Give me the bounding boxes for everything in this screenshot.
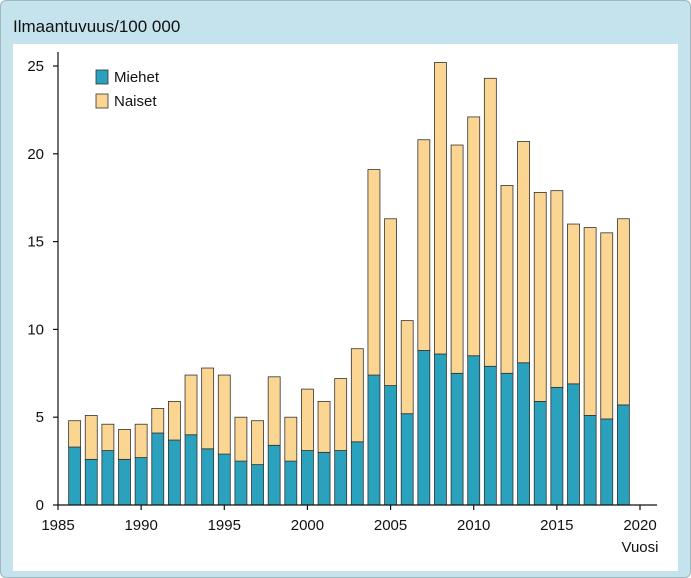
bar-naiset-1987 — [84, 415, 98, 460]
bar-naiset-2013 — [517, 141, 530, 364]
x-axis-title: Vuosi — [622, 539, 659, 556]
x-tick-label-2005: 2005 — [374, 517, 407, 534]
bar-miehet-2019 — [616, 404, 630, 506]
legend-swatch-naiset — [95, 93, 109, 109]
bar-miehet-1993 — [184, 434, 198, 506]
bars-layer — [68, 62, 630, 506]
y-tick-label-5: 5 — [36, 409, 44, 426]
bar-naiset-2012 — [500, 185, 514, 374]
bar-miehet-2016 — [567, 383, 580, 506]
bar-miehet-2014 — [533, 400, 547, 506]
bar-miehet-2011 — [483, 365, 497, 506]
bar-miehet-2005 — [384, 385, 397, 506]
bar-miehet-1997 — [251, 464, 264, 506]
bar-miehet-2008 — [434, 353, 447, 506]
bar-miehet-2018 — [600, 418, 614, 506]
x-tick-label-1990: 1990 — [124, 517, 157, 534]
bar-naiset-1999 — [284, 416, 298, 462]
x-tick-label-1985: 1985 — [41, 517, 74, 534]
bar-miehet-1986 — [68, 446, 82, 506]
bar-miehet-2001 — [317, 451, 331, 506]
y-tick-label-25: 25 — [27, 58, 44, 75]
legend-label-miehet: Miehet — [114, 69, 160, 86]
bar-naiset-2001 — [317, 400, 331, 453]
legend-label-naiset: Naiset — [114, 93, 157, 110]
y-axis-title: Ilmaantuvuus/100 000 — [13, 17, 181, 36]
bar-miehet-1990 — [134, 457, 148, 506]
bar-miehet-1995 — [217, 453, 231, 506]
bar-miehet-1989 — [118, 458, 131, 506]
bar-naiset-2019 — [616, 218, 630, 406]
bar-miehet-1994 — [201, 448, 215, 506]
legend: Miehet Naiset — [95, 69, 160, 110]
bar-naiset-2011 — [483, 77, 497, 367]
bar-miehet-2004 — [367, 374, 381, 506]
bar-naiset-2010 — [467, 116, 481, 357]
bar-miehet-2013 — [517, 362, 530, 506]
y-tick-label-0: 0 — [36, 497, 44, 514]
bar-naiset-1992 — [167, 400, 181, 441]
bar-naiset-2015 — [550, 190, 564, 388]
bar-miehet-2012 — [500, 372, 514, 506]
bar-naiset-1997 — [251, 420, 264, 466]
bar-miehet-1992 — [167, 439, 181, 506]
bar-miehet-2006 — [400, 413, 414, 506]
bar-miehet-2015 — [550, 386, 564, 506]
bar-naiset-2003 — [350, 348, 364, 443]
bar-naiset-2004 — [367, 169, 381, 376]
axes-layer: 0 5 10 15 20 25 1985 1990 1995 2000 2005 2010 2015 20… — [27, 52, 657, 534]
y-tick-label-20: 20 — [27, 146, 44, 163]
bar-naiset-1994 — [201, 367, 215, 450]
x-tick-label-2020: 2020 — [623, 517, 656, 534]
bar-miehet-1991 — [151, 432, 165, 506]
bar-miehet-2003 — [350, 441, 364, 506]
bar-miehet-1999 — [284, 460, 298, 506]
bar-naiset-2005 — [384, 218, 397, 386]
bar-miehet-2010 — [467, 355, 481, 506]
bar-naiset-1988 — [101, 423, 115, 451]
bar-naiset-2006 — [400, 320, 414, 415]
bar-naiset-2014 — [533, 192, 547, 402]
bar-naiset-1990 — [134, 423, 148, 458]
bar-naiset-1986 — [68, 420, 82, 448]
bar-naiset-2017 — [583, 227, 597, 416]
bar-naiset-2007 — [417, 139, 431, 351]
bar-miehet-2000 — [301, 450, 314, 506]
bar-naiset-1989 — [118, 429, 131, 460]
bar-naiset-1993 — [184, 374, 198, 436]
bar-naiset-2000 — [301, 388, 314, 451]
bar-miehet-1987 — [84, 458, 98, 506]
bar-naiset-1996 — [234, 416, 248, 462]
bar-miehet-1998 — [267, 444, 281, 506]
bar-naiset-1991 — [151, 408, 165, 434]
bar-naiset-2008 — [434, 62, 447, 355]
bar-miehet-1988 — [101, 450, 115, 506]
bar-miehet-1996 — [234, 460, 248, 506]
bar-naiset-2002 — [334, 378, 348, 451]
bar-naiset-1995 — [217, 374, 231, 455]
x-tick-label-2015: 2015 — [540, 517, 573, 534]
y-tick-label-10: 10 — [27, 321, 44, 338]
bar-naiset-1998 — [267, 376, 281, 446]
bar-naiset-2016 — [567, 223, 580, 385]
x-tick-label-2010: 2010 — [457, 517, 490, 534]
bar-miehet-2009 — [450, 372, 464, 506]
legend-swatch-miehet — [95, 69, 109, 85]
x-tick-label-2000: 2000 — [291, 517, 324, 534]
y-tick-label-15: 15 — [27, 234, 44, 251]
bar-miehet-2017 — [583, 415, 597, 506]
bar-miehet-2007 — [417, 350, 431, 506]
x-tick-label-1995: 1995 — [208, 517, 241, 534]
bar-naiset-2009 — [450, 144, 464, 374]
bar-miehet-2002 — [334, 450, 348, 506]
bar-naiset-2018 — [600, 232, 614, 420]
